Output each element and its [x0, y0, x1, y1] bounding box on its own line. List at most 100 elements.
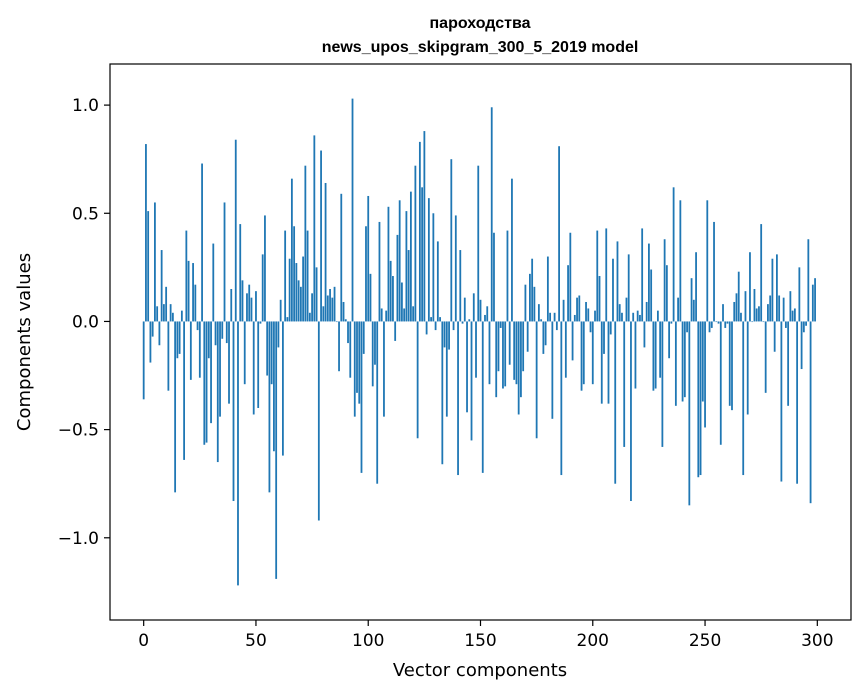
bar [459, 250, 462, 322]
bar [704, 321, 706, 428]
bar [618, 304, 621, 322]
bar [708, 321, 711, 333]
bar [342, 301, 345, 322]
bar [665, 265, 668, 322]
bar [434, 321, 437, 331]
bar [214, 321, 217, 346]
bar [221, 321, 224, 339]
bar [764, 321, 767, 393]
bar [612, 258, 614, 322]
bar [472, 293, 475, 322]
bar [567, 265, 569, 322]
bar [293, 226, 296, 322]
bar [338, 321, 340, 372]
bar [468, 319, 471, 322]
bar [724, 321, 727, 328]
bar [286, 317, 289, 322]
bar [149, 321, 152, 363]
x-tick-label: 150 [464, 631, 496, 651]
bar [627, 254, 630, 322]
bar [636, 310, 639, 322]
bar [356, 321, 358, 393]
bar [326, 295, 329, 322]
bar [600, 321, 603, 404]
bar [643, 321, 646, 348]
bar [569, 232, 572, 322]
bar [275, 321, 278, 579]
bar [466, 321, 468, 413]
x-axis-label: Vector components [393, 660, 567, 681]
bar [793, 308, 796, 322]
bar [425, 321, 428, 335]
y-tick-label: 0.0 [72, 312, 99, 332]
bar [751, 321, 754, 323]
bar [531, 258, 534, 322]
bar [443, 321, 446, 348]
bar [414, 165, 417, 322]
bar [243, 321, 246, 385]
bar [791, 310, 794, 322]
bar [284, 230, 287, 322]
bar [360, 321, 363, 473]
bar [185, 230, 188, 322]
bar [216, 321, 219, 463]
bar [648, 243, 650, 322]
bar [365, 226, 367, 322]
bar [162, 304, 165, 322]
bar [160, 250, 163, 322]
bar [582, 321, 585, 385]
bar [805, 321, 807, 326]
bar [340, 193, 343, 322]
bar [401, 282, 403, 322]
bar [632, 312, 635, 322]
bar [784, 321, 787, 328]
bar [699, 321, 702, 476]
bar [374, 321, 376, 365]
bar [178, 321, 181, 354]
bar [551, 321, 554, 419]
bar [266, 321, 269, 376]
bar [268, 321, 271, 493]
bar [778, 295, 781, 322]
bar [654, 321, 657, 389]
bar [176, 321, 179, 359]
bar [670, 321, 673, 324]
bar [290, 178, 293, 322]
bar [630, 321, 632, 502]
bar [223, 202, 226, 322]
bar [450, 159, 453, 322]
bar [385, 310, 388, 322]
bar [690, 278, 693, 322]
bar [672, 187, 675, 322]
bar [589, 321, 592, 333]
bar [511, 178, 513, 322]
bar [560, 321, 563, 476]
bar [241, 280, 244, 322]
bar [800, 321, 803, 370]
bar [154, 202, 156, 322]
bar [237, 321, 239, 586]
bar [353, 321, 356, 417]
bar [358, 321, 361, 404]
bar [771, 258, 774, 322]
bar [432, 213, 435, 322]
plot-frame [109, 63, 852, 621]
bar [145, 144, 147, 322]
bar [625, 297, 628, 322]
bar [668, 321, 671, 359]
y-tick-label: 0.5 [72, 204, 99, 224]
bar [497, 321, 500, 372]
bar [802, 321, 805, 333]
bar [470, 321, 473, 441]
bar [232, 321, 235, 502]
bar [225, 321, 228, 344]
bar [596, 230, 599, 322]
bar [753, 289, 756, 322]
bar [587, 308, 590, 322]
bar [645, 301, 648, 322]
bar [344, 319, 347, 322]
bar [755, 308, 758, 322]
bar [621, 312, 623, 322]
bar [302, 256, 305, 322]
bar [324, 182, 327, 322]
